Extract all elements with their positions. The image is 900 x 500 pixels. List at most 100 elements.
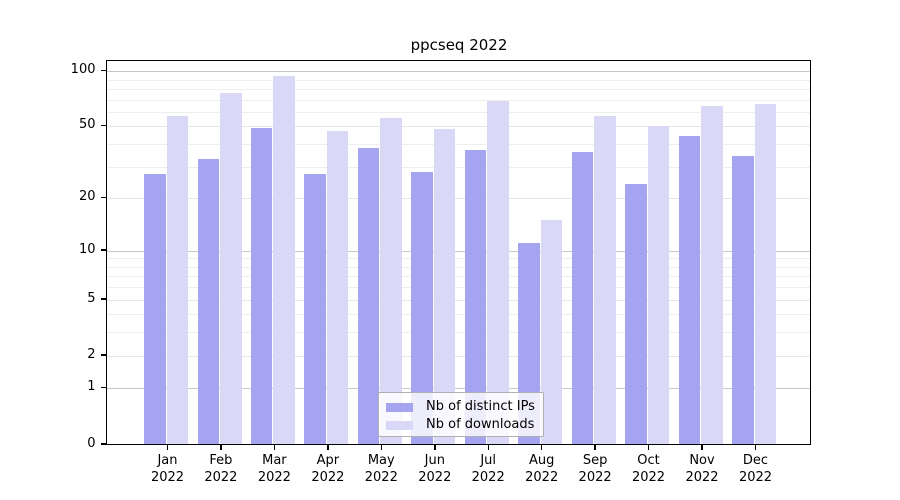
x-tick-label: Mar 2022 [246,452,302,486]
x-tick-label-month: Apr [316,452,340,468]
gridline [107,144,810,145]
y-tick-label: 5 [87,290,96,306]
x-tick-mark [166,445,169,450]
y-tick-label: 10 [78,241,96,257]
x-tick-label: Jul 2022 [460,452,516,486]
x-tick-label-year: 2022 [418,469,452,485]
x-tick-mark [594,445,596,450]
gridline [107,198,810,200]
bar-downloads-oct [647,125,669,444]
bar-ips-apr [304,174,326,444]
y-tick-label: 100 [70,62,96,78]
x-tick-label: Dec 2022 [728,452,784,486]
gridline [107,299,810,301]
plot-area [106,60,811,445]
x-tick-label-month: Mar [262,452,287,468]
x-tick-label-month: Feb [209,452,233,468]
bar-downloads-jul [487,101,509,444]
gridline [107,287,810,289]
bar-ips-dec [732,156,754,444]
bar-ips-feb [197,158,219,444]
gridline [107,276,810,278]
gridline [107,355,810,357]
x-tick-mark [754,445,757,450]
x-tick-label: May 2022 [353,452,409,486]
legend-item-downloads: Nb of downloads [386,416,535,434]
y-tick-mark [100,354,107,356]
bar-downloads-sep [594,115,616,444]
gridline [107,314,810,316]
bar-downloads-aug [540,219,563,444]
gridline [107,332,810,334]
bar-ips-jun [411,171,433,444]
gridline [107,71,810,73]
bar-ips-jul [464,149,487,444]
y-tick-label: 50 [78,117,96,133]
gridline [107,250,810,252]
x-tick-label-month: Aug [528,452,555,468]
gridline [107,88,810,90]
y-tick-label: 0 [87,435,96,451]
y-tick-label: 2 [87,346,96,362]
legend-item-distinct-ips: Nb of distinct IPs [386,398,535,416]
y-tick-mark [100,443,107,445]
x-tick-mark [540,445,543,450]
x-tick-label-month: Nov [689,452,715,468]
x-tick-label-month: May [367,452,395,468]
chart-title: ppcseq 2022 [410,36,508,54]
bar-downloads-nov [701,106,723,444]
x-tick-mark [380,445,383,450]
gridline [107,126,810,128]
legend-label-distinct-ips: Nb of distinct IPs [426,399,535,414]
x-tick-label-year: 2022 [204,469,238,485]
x-tick-label: Sep 2022 [567,452,623,486]
bar-layer [107,61,810,444]
gridline [107,266,810,268]
bar-ips-sep [571,151,594,444]
bar-downloads-may [380,118,402,444]
x-tick-label-year: 2022 [311,469,345,485]
x-tick-label-year: 2022 [364,469,398,485]
bar-downloads-dec [754,103,776,444]
gridline-layer [107,61,810,444]
y-tick-mark [100,298,107,300]
x-tick-label-month: Jul [480,452,497,468]
x-tick-mark [273,445,276,450]
x-tick-label-year: 2022 [738,469,773,485]
gridline [107,111,810,113]
y-tick-mark [100,124,107,127]
bar-ips-jan [144,174,166,444]
x-tick-label-month: Sep [582,452,608,468]
gridline [107,99,810,101]
y-tick-label: 1 [87,379,96,395]
x-tick-label-month: Dec [742,452,769,468]
x-tick-label-month: Oct [637,452,660,468]
bar-downloads-apr [326,130,349,444]
x-tick-mark [220,445,222,450]
x-tick-mark [487,445,489,450]
x-tick-label: Aug 2022 [514,452,570,486]
x-tick-mark [327,445,329,450]
x-tick-mark [434,445,436,450]
x-tick-label: Nov 2022 [674,452,730,486]
bar-downloads-mar [273,76,295,444]
gridline [107,79,810,81]
legend-swatch-ips-icon [386,402,413,412]
gridline [107,388,810,390]
x-tick-mark [701,445,703,450]
x-tick-label-year: 2022 [150,469,185,485]
bar-downloads-jan [166,115,188,444]
y-tick-mark [100,386,107,389]
bar-ips-oct [625,183,647,444]
x-tick-label: Jan 2022 [140,452,196,486]
x-tick-label-year: 2022 [525,469,559,485]
y-tick-mark [100,249,107,251]
y-tick-mark [100,196,107,199]
bar-downloads-jun [433,129,456,444]
bar-ips-nov [678,136,700,444]
bar-ips-may [357,147,380,444]
x-tick-label-month: Jan [157,452,178,468]
y-tick-mark [100,69,107,72]
x-tick-label: Feb 2022 [193,452,249,486]
y-tick-label: 20 [78,189,96,205]
